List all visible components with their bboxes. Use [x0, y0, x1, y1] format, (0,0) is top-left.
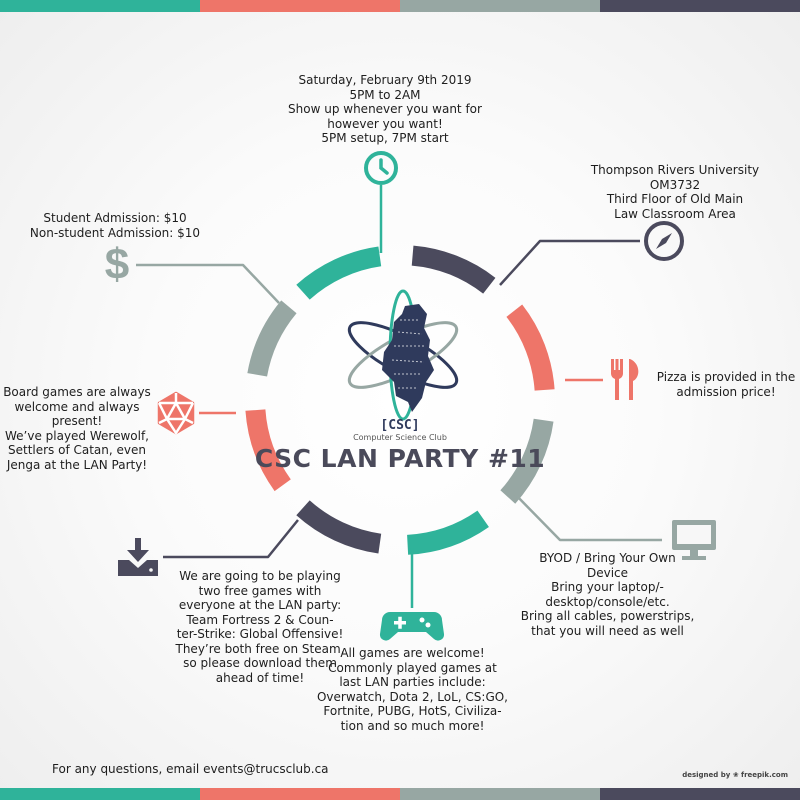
games-line: All games are welcome! — [340, 646, 485, 660]
admission-line: Non-student Admission: $10 — [29, 225, 201, 240]
location-line: Thompson Rivers University — [590, 163, 760, 177]
boardgames-line: present! — [51, 414, 103, 428]
download-icon — [118, 538, 158, 576]
byod-info: BYOD / Bring Your Own Device Bring your … — [500, 551, 715, 638]
dice-icon — [157, 391, 195, 435]
ring-segment-downloads — [296, 500, 382, 554]
byod-line: Device — [586, 565, 629, 580]
compass-icon — [644, 221, 684, 261]
games-info: All games are welcome! Commonly played g… — [305, 646, 520, 733]
location-info: Thompson Rivers University OM3732 Third … — [570, 163, 780, 221]
csc-logo-text: [CSC] Computer Science Club — [330, 419, 470, 443]
downloads-info: We are going to be playing two free game… — [150, 569, 370, 685]
downloads-line: two free games with — [198, 583, 322, 598]
ring-segment-admission — [247, 300, 297, 377]
food-info: Pizza is provided in the admission price… — [646, 370, 800, 399]
time-line: however you want! — [327, 116, 443, 131]
downloads-line: ahead of time! — [215, 670, 305, 685]
csc-logo-name: Computer Science Club — [353, 433, 447, 442]
byod-line: Bring all cables, powerstrips, — [520, 609, 695, 623]
dollar-icon: $ — [105, 240, 129, 289]
ring-segment-boardgames — [245, 409, 291, 492]
bottom-color-band — [0, 788, 800, 800]
time-line: Saturday, February 9th 2019 — [298, 73, 472, 87]
boardgames-info: Board games are always welcome and alway… — [2, 385, 152, 472]
games-line: Commonly played games at — [328, 660, 497, 675]
byod-line: Bring your laptop/- — [551, 580, 664, 594]
monitor-icon — [672, 520, 716, 560]
ring-segment-food — [506, 304, 555, 391]
time-line: 5PM setup, 7PM start — [321, 131, 449, 145]
downloads-line: everyone at the LAN party: — [178, 598, 342, 612]
games-line: Fortnite, PUBG, HotS, Civiliza- — [323, 704, 502, 718]
downloads-line: Team Fortress 2 & Coun- — [186, 612, 334, 627]
time-line: Show up whenever you want for — [288, 102, 482, 116]
food-line: admission price! — [676, 384, 776, 399]
connector-downloads — [163, 519, 299, 559]
connector-location — [499, 239, 640, 286]
location-line: OM3732 — [649, 177, 701, 192]
fork-knife-icon — [611, 359, 639, 400]
byod-line: BYOD / Bring Your Own — [539, 551, 676, 565]
admission-info: Student Admission: $10 Non-student Admis… — [20, 211, 210, 240]
connector-byod — [510, 489, 662, 542]
designer-credit: designed by ❀ freepik.com — [682, 771, 788, 779]
downloads-line: so please download them — [183, 656, 337, 670]
games-line: tion and so much more! — [340, 718, 485, 733]
admission-line: Student Admission: $10 — [43, 211, 187, 225]
atom-logo-icon — [347, 289, 459, 421]
boardgames-line: Board games are always — [3, 385, 151, 399]
time-line: 5PM to 2AM — [349, 87, 421, 102]
byod-line: desktop/console/etc. — [545, 594, 670, 609]
svg-text:$: $ — [105, 240, 129, 289]
games-line: Overwatch, Dota 2, LoL, CS:GO, — [316, 689, 508, 704]
games-line: last LAN parties include: — [339, 675, 486, 689]
downloads-line: We are going to be playing — [179, 569, 341, 583]
ring-segment-time — [296, 246, 382, 300]
boardgames-line: welcome and always — [14, 399, 140, 414]
location-line: Law Classroom Area — [614, 206, 736, 221]
food-line: Pizza is provided in the — [656, 370, 796, 384]
downloads-line: They’re both free on Steam, — [175, 641, 345, 656]
contact-footer: For any questions, email events@trucsclu… — [52, 762, 329, 776]
ring-segments — [245, 245, 555, 555]
location-line: Third Floor of Old Main — [606, 192, 744, 206]
boardgames-line: We’ve played Werewolf, — [4, 428, 149, 443]
csc-logo-abbr: [CSC] — [380, 418, 420, 433]
connector-admission — [136, 263, 280, 304]
boardgames-line: Jenga at the LAN Party! — [6, 457, 148, 472]
downloads-line: ter-Strike: Global Offensive! — [176, 627, 344, 641]
clock-icon — [364, 151, 398, 185]
boardgames-line: Settlers of Catan, even — [7, 443, 146, 457]
event-title: CSC LAN PARTY #11 — [254, 444, 546, 473]
ring-segment-location — [411, 245, 496, 294]
time-info: Saturday, February 9th 2019 5PM to 2AM S… — [270, 73, 500, 146]
gamepad-icon — [379, 612, 445, 641]
top-color-band — [0, 0, 800, 12]
ring-segment-games — [406, 510, 489, 555]
byod-line: that you will need as well — [531, 623, 684, 638]
